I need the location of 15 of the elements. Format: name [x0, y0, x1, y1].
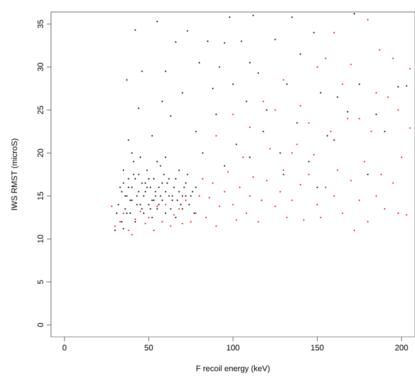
y-tick-label: 20: [38, 148, 44, 158]
y-tick-label: 15: [38, 192, 44, 200]
x-tick-label: 50: [144, 344, 153, 350]
y-axis-title: IWS RMST (microS): [11, 138, 19, 210]
y-tick-label: 10: [38, 234, 44, 243]
x-tick-label: 200: [395, 344, 408, 350]
y-tick-label: 0: [38, 323, 44, 327]
y-tick-label: 5: [38, 280, 44, 284]
x-tick-label: 0: [62, 344, 66, 350]
y-tick-label: 35: [38, 20, 44, 28]
y-tick-label: 30: [38, 62, 44, 72]
x-tick-label: 100: [226, 344, 240, 350]
x-axis-title: F recoil energy (keV): [196, 365, 270, 373]
x-tick-label: 150: [311, 344, 324, 350]
y-tick-label: 25: [38, 106, 44, 114]
